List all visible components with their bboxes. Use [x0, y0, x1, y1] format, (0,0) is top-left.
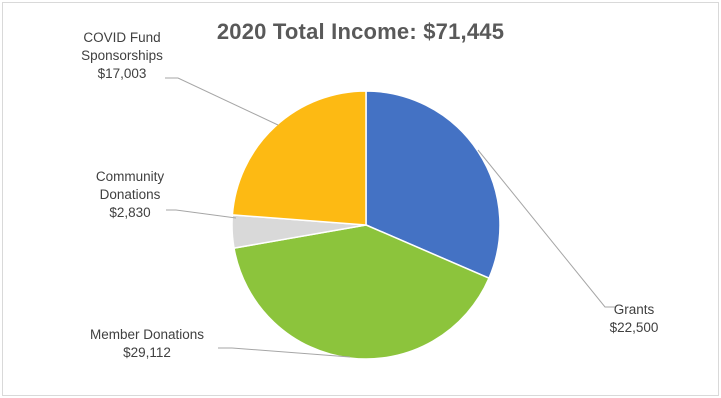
data-label-category: Community [96, 169, 165, 184]
data-labels: Grants $22,500 Member Donations $29,112 Comm… [81, 30, 658, 360]
data-label-category: COVID Fund [83, 30, 160, 45]
data-label-category: Sponsorships [81, 48, 163, 63]
data-label-value: $17,003 [98, 66, 147, 81]
pie-slice-member-donations [233, 224, 490, 360]
leader-line [218, 347, 351, 358]
data-label-value: $2,830 [109, 205, 150, 220]
data-label-value: $29,112 [123, 345, 171, 360]
pie-slice-grants [365, 90, 501, 280]
leader-lines [165, 77, 616, 358]
leader-line [166, 209, 237, 219]
pie-slices [231, 90, 501, 360]
data-label-category: Grants [614, 302, 655, 317]
leader-line [165, 77, 279, 126]
pie-slice-covid-fund-sponsorships [231, 90, 367, 226]
chart-title: 2020 Total Income: $71,445 [216, 19, 505, 44]
data-label-category: Donations [100, 187, 161, 202]
data-label-category: Member Donations [90, 327, 204, 342]
leader-line [477, 149, 616, 308]
data-label-value: $22,500 [610, 320, 659, 335]
